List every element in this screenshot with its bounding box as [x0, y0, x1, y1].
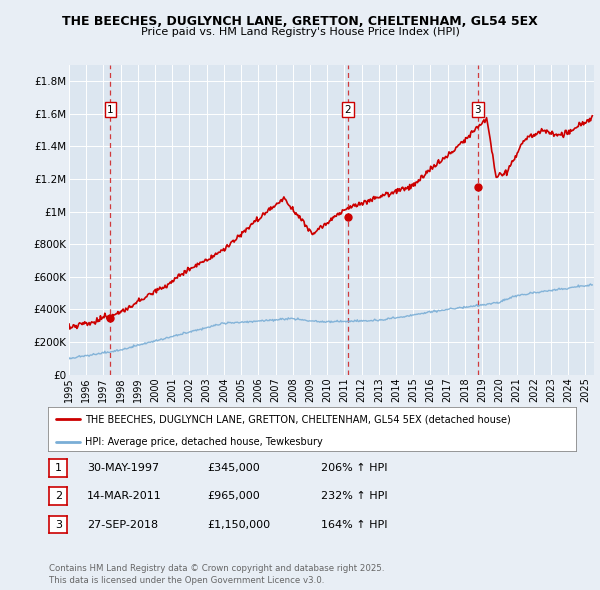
Text: 206% ↑ HPI: 206% ↑ HPI: [321, 463, 388, 473]
Text: THE BEECHES, DUGLYNCH LANE, GRETTON, CHELTENHAM, GL54 5EX (detached house): THE BEECHES, DUGLYNCH LANE, GRETTON, CHE…: [85, 414, 511, 424]
Text: 3: 3: [475, 105, 481, 114]
Text: Contains HM Land Registry data © Crown copyright and database right 2025.
This d: Contains HM Land Registry data © Crown c…: [49, 565, 385, 585]
Text: 2: 2: [55, 491, 62, 501]
Text: £965,000: £965,000: [207, 491, 260, 501]
Text: 2: 2: [344, 105, 351, 114]
Text: 3: 3: [55, 520, 62, 529]
Text: 232% ↑ HPI: 232% ↑ HPI: [321, 491, 388, 501]
Text: 1: 1: [107, 105, 114, 114]
Text: 27-SEP-2018: 27-SEP-2018: [87, 520, 158, 529]
Text: 1: 1: [55, 463, 62, 473]
Text: £345,000: £345,000: [207, 463, 260, 473]
Text: £1,150,000: £1,150,000: [207, 520, 270, 529]
Text: THE BEECHES, DUGLYNCH LANE, GRETTON, CHELTENHAM, GL54 5EX: THE BEECHES, DUGLYNCH LANE, GRETTON, CHE…: [62, 15, 538, 28]
Text: 14-MAR-2011: 14-MAR-2011: [87, 491, 162, 501]
Text: 164% ↑ HPI: 164% ↑ HPI: [321, 520, 388, 529]
Text: Price paid vs. HM Land Registry's House Price Index (HPI): Price paid vs. HM Land Registry's House …: [140, 27, 460, 37]
Text: HPI: Average price, detached house, Tewkesbury: HPI: Average price, detached house, Tewk…: [85, 437, 323, 447]
Text: 30-MAY-1997: 30-MAY-1997: [87, 463, 159, 473]
